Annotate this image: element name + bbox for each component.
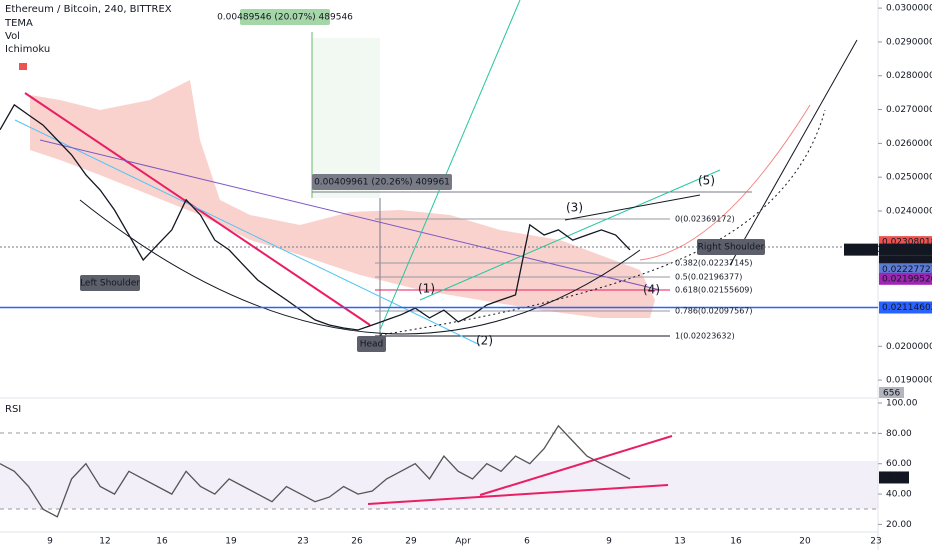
ichimoku-cloud (30, 80, 655, 318)
price-tag-label: 0.02285785 (882, 245, 932, 255)
annotation: Left Shoulder (80, 279, 140, 289)
x-tick-label: 29 (405, 537, 417, 547)
x-tick-label: 20 (799, 537, 811, 547)
annotation: (4) (643, 283, 660, 297)
indicator[interactable]: Vol (5, 31, 20, 42)
measure-area (312, 38, 380, 198)
volume-label: 656 (883, 389, 900, 399)
price-tag (879, 301, 932, 314)
annotation-box (357, 336, 386, 352)
price-line (0, 103, 631, 331)
y-tick-label: 80.00 (886, 429, 912, 439)
lock-icon[interactable] (19, 63, 27, 70)
x-tick-label: 13 (674, 537, 685, 547)
rsi-trend (367, 484, 669, 505)
rsi-band (0, 461, 878, 509)
symbol-tag-label: ETHBTC (847, 245, 882, 255)
y-tick-label: 40.00 (886, 490, 912, 500)
annotation-box (312, 174, 452, 190)
annotation: 0.00489546 (20.07%) 489546 (217, 13, 353, 23)
annotation: 0.618(0.02155609) (675, 286, 753, 295)
annotation: (5) (698, 174, 715, 188)
annotation: 0.00409961 (20.26%) 409961 (314, 178, 450, 188)
price-tag (879, 263, 932, 276)
price-line (0, 424, 631, 518)
x-tick-label: 12 (99, 537, 110, 547)
annotation: (1) (418, 282, 435, 296)
annotation: 0.5(0.02196377) (675, 273, 742, 282)
annotation-box (80, 275, 140, 291)
price-tag-label: 0.02199526 (882, 274, 932, 284)
x-tick-label: 16 (156, 537, 168, 547)
rsi-tag (879, 471, 909, 484)
price-tag-label: 0.02308018 (882, 238, 932, 248)
x-tick-label: 23 (297, 537, 308, 547)
price-tag-label: 0.02114602 (882, 303, 932, 313)
annotation: 0(0.02369172) (675, 215, 735, 224)
price-tag (879, 272, 932, 285)
x-tick-label: 6 (524, 537, 530, 547)
x-tick-label: 9 (47, 537, 53, 547)
price-tag (879, 243, 932, 256)
y-tick-label: 60.00 (886, 459, 912, 469)
price-tag-label: 0.02227727 (882, 265, 932, 275)
indicator[interactable]: Ichimoku (5, 44, 50, 55)
x-tick-label: Apr (455, 537, 471, 547)
rsi-title: RSI (5, 404, 21, 415)
volume-tag (879, 387, 904, 398)
annotation: (3) (566, 201, 583, 215)
x-tick-label: 19 (225, 537, 237, 547)
countdown: 02:42:59 (886, 257, 927, 267)
annotation: 0.786(0.02097567) (675, 307, 753, 316)
annotation: 0.382(0.02237145) (675, 259, 753, 268)
y-tick-label: 20.00 (886, 520, 912, 530)
symbol-title: Ethereum / Bitcoin, 240, BITTREX (5, 4, 172, 15)
rsi-trend (479, 435, 673, 496)
y-tick-label: 100.00 (886, 399, 918, 409)
annotation-box (697, 239, 765, 255)
countdown-bg (879, 255, 932, 268)
annotation: Right Shoulder (698, 243, 765, 253)
x-tick-label: 9 (606, 537, 612, 547)
x-tick-label: 26 (351, 537, 363, 547)
rsi-value: 50.94 (882, 473, 908, 483)
x-tick-label: 23 (870, 537, 881, 547)
annotation: Head (360, 340, 384, 350)
annotation: (2) (476, 334, 493, 348)
x-tick-label: 16 (730, 537, 742, 547)
annotation-box (240, 9, 330, 25)
y-tick-label: 0.01900000 (886, 376, 932, 386)
indicator[interactable]: TEMA (4, 18, 33, 29)
annotation: 1(0.02023632) (675, 332, 735, 341)
symbol-tag (844, 243, 878, 256)
